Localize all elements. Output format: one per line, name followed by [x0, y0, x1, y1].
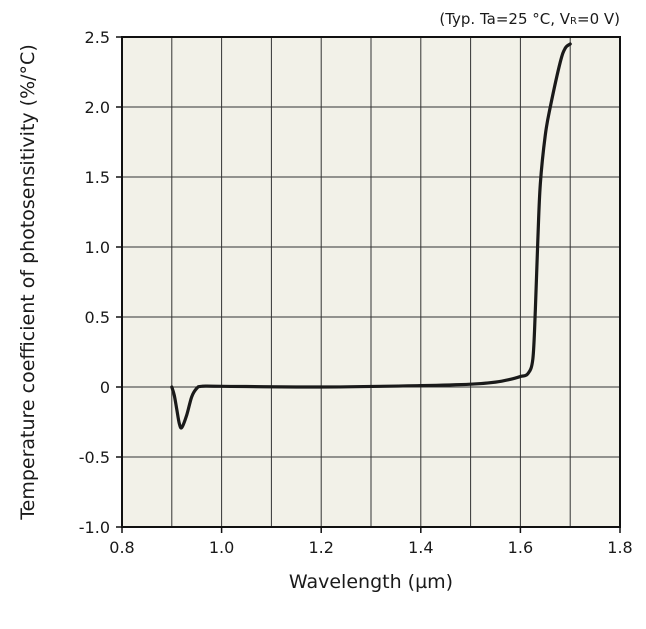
y-axis-label: Temperature coefficient of photosensitiv… — [17, 44, 39, 520]
x-tick-label-0: 0.8 — [109, 538, 134, 557]
x-tick-label-5: 1.8 — [607, 538, 632, 557]
y-tick-label-1: -0.5 — [79, 448, 110, 467]
x-tick-label-3: 1.4 — [408, 538, 433, 557]
chart-annotation: (Typ. Ta=25 °C, VR=0 V) — [439, 10, 620, 28]
y-tick-label-0: -1.0 — [79, 518, 110, 537]
y-tick-label-3: 0.5 — [85, 308, 110, 327]
y-tick-label-6: 2.0 — [85, 98, 110, 117]
x-tick-label-1: 1.0 — [209, 538, 234, 557]
y-tick-label-7: 2.5 — [85, 28, 110, 47]
y-tick-label-2: 0 — [100, 378, 110, 397]
x-axis-label: Wavelength (µm) — [289, 571, 453, 593]
y-tick-label-4: 1.0 — [85, 238, 110, 257]
x-tick-label-2: 1.2 — [308, 538, 333, 557]
x-tick-label-4: 1.6 — [508, 538, 533, 557]
y-tick-label-5: 1.5 — [85, 168, 110, 187]
